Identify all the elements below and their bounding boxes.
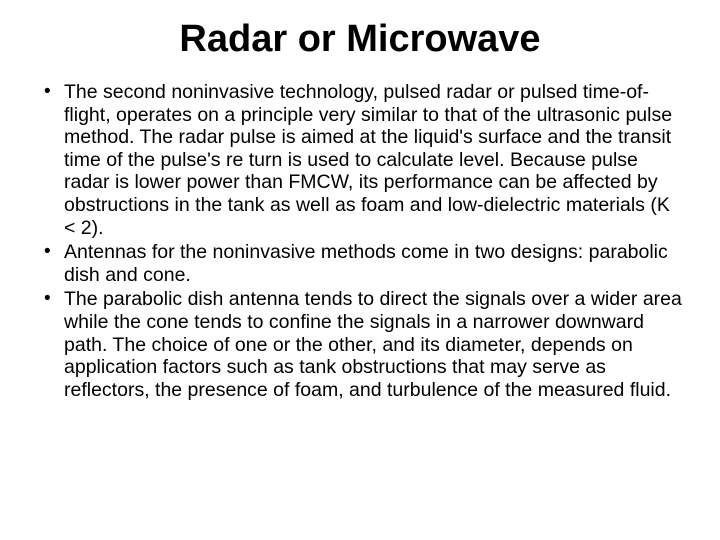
bullet-item: The parabolic dish antenna tends to dire…: [36, 288, 684, 401]
bullet-item: Antennas for the noninvasive methods com…: [36, 241, 684, 286]
bullet-list: The second noninvasive technology, pulse…: [36, 81, 684, 402]
slide-title: Radar or Microwave: [36, 18, 684, 61]
bullet-item: The second noninvasive technology, pulse…: [36, 81, 684, 239]
slide: Radar or Microwave The second noninvasiv…: [0, 0, 720, 540]
